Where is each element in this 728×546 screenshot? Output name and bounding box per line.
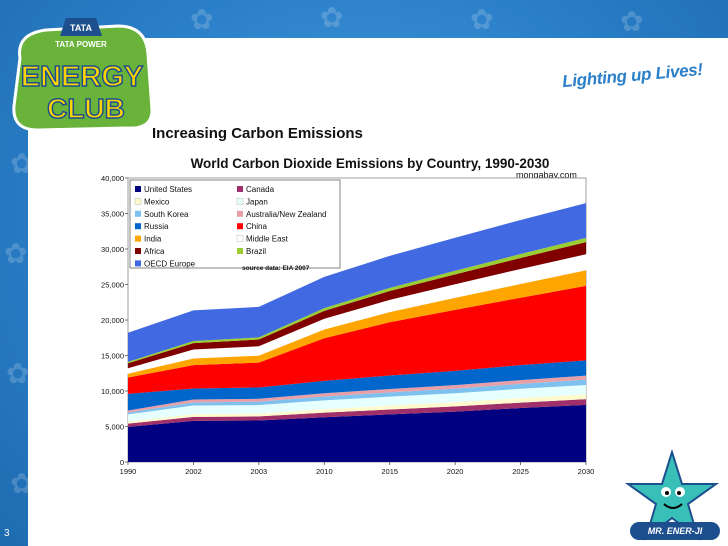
y-tick-label: 35,000 (101, 210, 124, 219)
flower-decoration: ✿ (10, 148, 34, 179)
area-series-africa (128, 242, 586, 369)
mascot-star (624, 450, 720, 541)
legend-label: United States (144, 185, 192, 194)
legend-label: Japan (246, 197, 268, 206)
logo-brand-text: TATA (70, 23, 92, 33)
legend-label: China (246, 222, 267, 231)
y-tick-label: 25,000 (101, 281, 124, 290)
chart-title: World Carbon Dioxide Emissions by Countr… (190, 156, 550, 171)
legend-label: Middle East (246, 235, 289, 244)
area-series-brazil (128, 237, 586, 364)
area-series-south-korea (128, 379, 586, 415)
flower-decoration: ✿ (320, 2, 344, 33)
logo-line1-text: ENERGY (21, 61, 143, 93)
area-series-middle-east (127, 253, 587, 374)
flower-decoration: ✿ (6, 358, 30, 389)
area-series-australia-new-zealand (128, 375, 586, 413)
legend-label: Russia (144, 222, 169, 231)
x-tick-label: 2003 (251, 467, 268, 476)
flower-decoration: ✿ (470, 4, 494, 35)
legend-source-note: source data: EIA 2007 (242, 265, 310, 272)
y-tick-label: 0 (120, 458, 124, 467)
legend-swatch (237, 248, 243, 254)
legend-label: India (144, 235, 162, 244)
legend-label: Canada (246, 185, 275, 194)
legend-swatch (135, 235, 141, 242)
area-series-canada (128, 399, 586, 427)
x-tick-label: 2030 (578, 467, 595, 476)
flower-decoration: ✿ (620, 6, 644, 37)
flower-decoration: ✿ (4, 238, 28, 269)
slide-title: Increasing Carbon Emissions (152, 125, 363, 142)
y-tick-label: 20,000 (101, 316, 124, 325)
legend-label: South Korea (144, 210, 189, 219)
legend-swatch (236, 198, 244, 205)
area-series-india (128, 269, 586, 378)
x-tick-label: 2015 (381, 467, 398, 476)
x-tick-label: 2020 (447, 467, 464, 476)
area-series-oecd-europe (128, 203, 586, 362)
chart-source-label: mongabay.com (516, 170, 577, 180)
flower-decoration: ✿ (190, 4, 214, 35)
legend-swatch (134, 198, 142, 205)
legend-swatch (135, 210, 141, 217)
x-tick-label: 2010 (316, 467, 333, 476)
area-series-mexico (128, 394, 586, 424)
legend-label: Mexico (144, 197, 170, 206)
legend-label: Australia/New Zealand (246, 210, 326, 219)
legend-swatch (135, 248, 141, 254)
area-series-japan (128, 384, 586, 422)
x-tick-label: 1990 (120, 467, 137, 476)
energy-club-logo: TATA TATA POWER ENERGY CLUB (12, 18, 154, 132)
flower-decoration: ✿ (10, 468, 34, 499)
legend-label: Africa (144, 247, 165, 256)
legend-swatch (135, 223, 141, 230)
legend-swatch (236, 235, 244, 242)
y-tick-label: 15,000 (101, 352, 124, 361)
legend-box (129, 179, 341, 269)
legend-label: OECD Europe (144, 259, 196, 268)
x-tick-label: 2025 (512, 467, 529, 476)
y-tick-label: 5,000 (105, 423, 124, 432)
slide-number: 3 (4, 528, 10, 539)
legend-swatch (237, 186, 243, 192)
mascot-label: MR. ENER-JI (630, 522, 720, 540)
stacked-area-chart: 0 5,000 10,000 15,000 20,000 25,000 30,000 35,0… (101, 174, 595, 476)
y-tick-label: 10,000 (101, 387, 124, 396)
area-series-russia (128, 360, 586, 411)
area-series-united-states (128, 404, 586, 462)
legend-swatch (237, 210, 243, 217)
legend-swatch (135, 260, 141, 267)
x-tick-label: 2002 (185, 467, 202, 476)
y-tick-label: 30,000 (101, 245, 124, 254)
legend-label: Brazil (246, 247, 266, 256)
logo-company-text: TATA POWER (55, 40, 107, 49)
legend-swatch (237, 223, 243, 230)
y-tick-label: 40,000 (101, 174, 124, 183)
logo-line2-text: CLUB (47, 93, 125, 124)
legend-swatch (135, 186, 141, 192)
area-series-china (128, 285, 586, 394)
